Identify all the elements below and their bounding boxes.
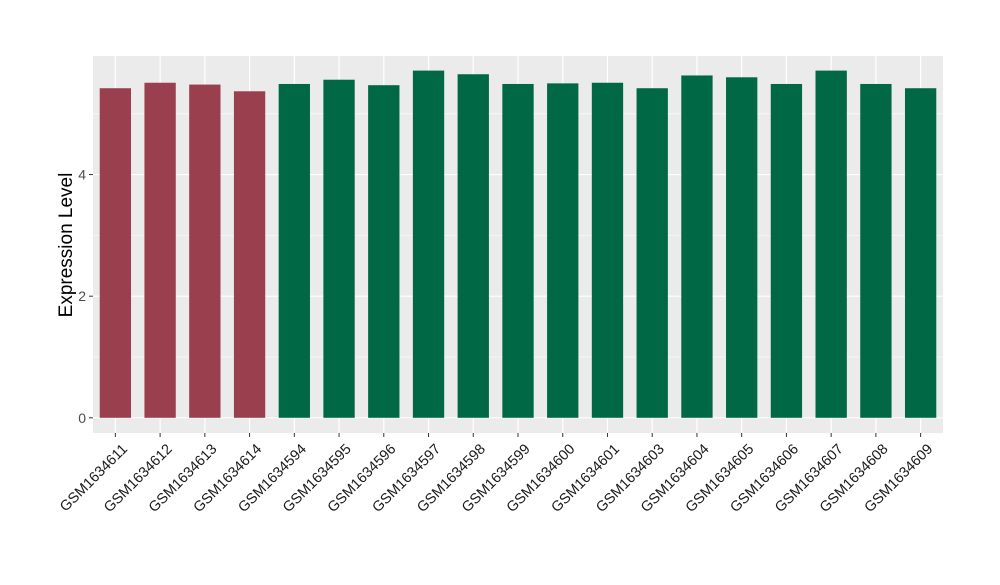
- bar-GSM1634598: [457, 74, 489, 418]
- bar-GSM1634603: [636, 88, 668, 418]
- bar-GSM1634605: [726, 77, 758, 418]
- bar-GSM1634597: [412, 70, 445, 418]
- bar-GSM1634611: [99, 88, 132, 418]
- y-tick-label: 2: [78, 288, 86, 304]
- bar-GSM1634601: [591, 82, 624, 418]
- bar-GSM1634594: [278, 83, 310, 418]
- bar-GSM1634595: [323, 79, 355, 418]
- bar-GSM1634606: [770, 83, 803, 418]
- y-axis: 0 2 4: [78, 167, 93, 426]
- bar-GSM1634614: [233, 91, 266, 418]
- bar-GSM1634600: [547, 83, 579, 418]
- bar-GSM1634613: [189, 84, 221, 418]
- bar-GSM1634609: [904, 88, 937, 418]
- bars: [99, 70, 937, 418]
- y-tick-label: 0: [78, 410, 86, 426]
- bar-GSM1634612: [144, 82, 176, 418]
- y-axis-title: Expression Level: [56, 173, 77, 318]
- bar-GSM1634604: [681, 75, 713, 418]
- bar-GSM1634608: [860, 83, 892, 418]
- x-axis: GSM1634611GSM1634612GSM1634613GSM1634614…: [57, 433, 936, 516]
- bar-GSM1634599: [502, 83, 534, 418]
- y-tick-label: 4: [78, 167, 86, 183]
- bar-GSM1634607: [815, 70, 847, 418]
- bar-GSM1634596: [368, 85, 400, 418]
